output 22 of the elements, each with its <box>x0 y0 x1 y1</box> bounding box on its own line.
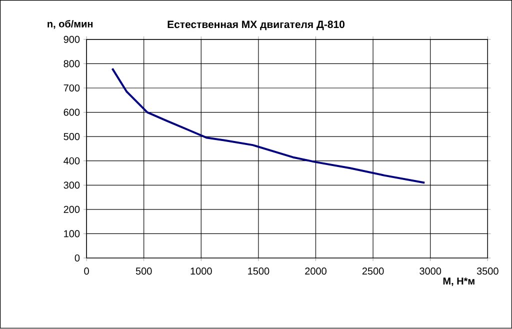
y-tick-label: 0 <box>74 254 80 262</box>
x-tick-label: 1500 <box>248 268 270 275</box>
y-tick-label: 900 <box>64 36 80 44</box>
y-tick-label: 300 <box>64 182 80 189</box>
y-tick-label: 500 <box>64 133 80 140</box>
x-tick-label: 2000 <box>305 268 326 275</box>
x-tick-label: 1000 <box>190 268 212 275</box>
y-tick-label: 100 <box>64 230 80 238</box>
y-tick-label: 400 <box>64 158 80 165</box>
y-tick-label: 600 <box>64 108 80 116</box>
x-tick-label: 500 <box>136 268 152 275</box>
chart-title: Естественная МХ двигателя Д-810 <box>168 20 344 30</box>
x-tick-label: 3500 <box>476 268 498 275</box>
y-tick-label: 800 <box>64 60 80 68</box>
x-tick-label: 0 <box>84 268 89 275</box>
line-series <box>111 68 426 184</box>
x-tick-label: 3000 <box>420 268 442 275</box>
x-tick-label: 2500 <box>362 268 384 275</box>
y-tick-label: 700 <box>64 84 80 92</box>
x-axis-title: М, Н*м <box>443 278 474 286</box>
y-axis-title: n, об/мин <box>48 20 93 30</box>
y-tick-label: 200 <box>64 206 80 214</box>
